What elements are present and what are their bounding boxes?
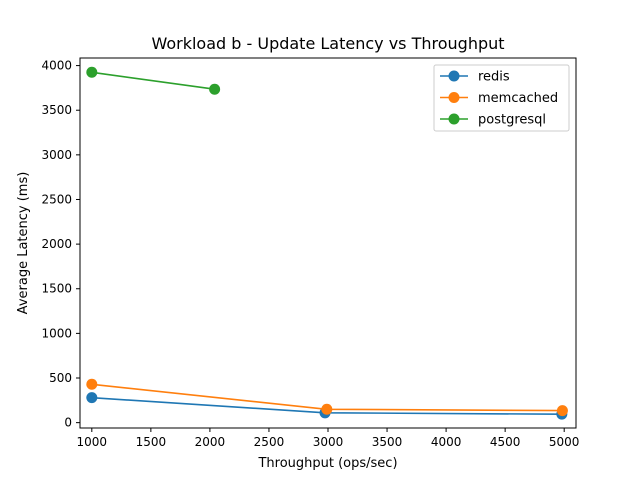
y-tick-label: 3500 xyxy=(41,103,72,117)
x-tick-label: 4000 xyxy=(431,435,462,449)
y-tick-label: 3000 xyxy=(41,148,72,162)
legend-item-redis: redis xyxy=(440,70,510,85)
y-tick-label: 0 xyxy=(64,416,72,430)
x-tick-label: 2000 xyxy=(195,435,226,449)
y-tick-label: 4000 xyxy=(41,59,72,73)
legend-marker xyxy=(448,113,460,125)
y-tick-label: 1000 xyxy=(41,326,72,340)
series-line xyxy=(91,71,215,90)
series-postgresql xyxy=(86,66,221,95)
x-tick-label: 1500 xyxy=(136,435,167,449)
x-axis-label: Throughput (ops/sec) xyxy=(257,456,397,471)
y-tick-label: 2500 xyxy=(41,192,72,206)
x-tick-label: 1000 xyxy=(77,435,108,449)
y-tick-label: 2000 xyxy=(41,237,72,251)
data-point xyxy=(321,403,333,415)
data-point xyxy=(86,392,98,404)
y-tick-label: 500 xyxy=(49,371,72,385)
x-axis: 1000 1500 2000 2500 3000 3500 4000 4500 5000 xyxy=(77,428,580,449)
x-tick-label: 3500 xyxy=(372,435,403,449)
y-axis-label: Average Latency (ms) xyxy=(16,172,31,315)
y-tick-label: 1500 xyxy=(41,282,72,296)
data-point xyxy=(209,83,221,95)
x-tick-label: 3000 xyxy=(313,435,344,449)
series-layer xyxy=(86,66,568,420)
data-point xyxy=(86,66,98,78)
x-tick-label: 2500 xyxy=(254,435,285,449)
x-tick-label: 4500 xyxy=(490,435,521,449)
series-memcached xyxy=(86,378,568,417)
legend-marker xyxy=(448,92,460,103)
y-axis: 0 500 1000 1500 2000 2500 3000 3500 4000 xyxy=(41,59,80,430)
legend-label: memcached xyxy=(478,91,558,106)
legend-label: postgresql xyxy=(478,113,546,128)
legend-label: redis xyxy=(478,70,510,85)
legend-item-postgresql: postgresql xyxy=(440,113,546,128)
chart-title: Workload b - Update Latency vs Throughpu… xyxy=(151,34,504,53)
data-point xyxy=(86,378,98,390)
data-point xyxy=(556,405,568,417)
legend-box xyxy=(433,64,570,132)
legend-marker xyxy=(448,70,460,82)
legend: redis memcached postgresql xyxy=(433,64,570,132)
x-tick-label: 5000 xyxy=(549,435,580,449)
legend-item-memcached: memcached xyxy=(440,91,558,106)
